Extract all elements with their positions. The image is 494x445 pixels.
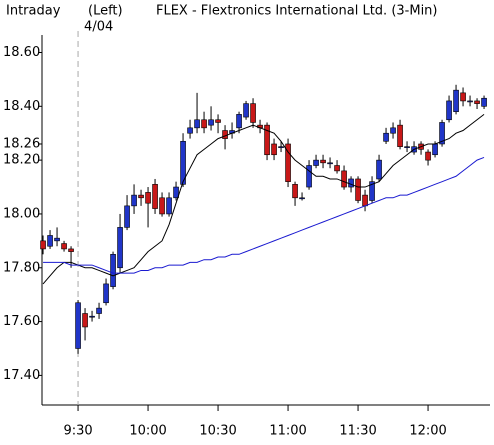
y-tick-label: 17.60 — [3, 314, 40, 329]
candle-body — [250, 103, 256, 123]
candle-body — [320, 159, 326, 164]
x-tick-label: 11:00 — [269, 424, 306, 439]
candle-body — [166, 197, 172, 215]
candle-body — [299, 197, 305, 200]
candle-body — [68, 248, 74, 252]
candle-body — [271, 143, 277, 156]
candle-body — [460, 92, 466, 102]
candle-body — [390, 127, 396, 134]
candle-body — [334, 165, 340, 172]
x-tick-label: 12:00 — [409, 424, 446, 439]
candle-body — [292, 184, 298, 199]
candle-body — [96, 307, 102, 314]
candle-body — [194, 119, 200, 129]
candle-body — [383, 132, 389, 142]
candle-body — [222, 130, 228, 139]
candle-body — [348, 178, 354, 188]
candle-body — [215, 119, 221, 123]
candle-body — [467, 100, 473, 103]
candle-body — [40, 240, 46, 250]
candle-body — [180, 140, 186, 185]
x-tick-label: 9:30 — [63, 424, 92, 439]
candle-body — [453, 89, 459, 112]
x-tick-label: 10:00 — [129, 424, 166, 439]
candle-body — [306, 165, 312, 188]
candle-body — [362, 194, 368, 207]
candle-body — [187, 127, 193, 134]
candle-body — [313, 159, 319, 166]
candle-body — [474, 100, 480, 104]
candle-body — [425, 151, 431, 161]
y-tick-label: 18.26 — [3, 136, 40, 151]
candle-body — [285, 143, 291, 182]
candle-body — [264, 124, 270, 156]
candle-body — [439, 122, 445, 145]
candle-body — [243, 103, 249, 118]
candle-body — [201, 119, 207, 129]
candle-body — [481, 97, 487, 107]
candle-body — [404, 146, 410, 148]
candle-body — [278, 146, 284, 148]
candle-body — [61, 243, 67, 250]
candle-body — [47, 235, 53, 247]
candle-body — [397, 124, 403, 147]
candle-body — [341, 170, 347, 188]
candle-body — [117, 227, 123, 269]
candle-body — [376, 159, 382, 180]
chart-title: FLEX - Flextronics International Ltd. (3… — [156, 4, 438, 19]
candle-body — [145, 192, 151, 204]
y-tick-label: 18.40 — [3, 99, 40, 114]
candle-body — [236, 114, 242, 129]
candle-body — [75, 302, 81, 349]
candle-body — [446, 100, 452, 121]
candle-body — [110, 254, 116, 287]
moving-average — [43, 156, 485, 274]
y-tick-label: 18.00 — [3, 206, 40, 221]
candle-body — [131, 194, 137, 207]
candle-body — [82, 313, 88, 328]
y-tick-label: 18.60 — [3, 45, 40, 60]
candle-body — [138, 194, 144, 199]
annotation: 4/04 — [84, 20, 113, 35]
candle-body — [89, 315, 95, 318]
candle-body — [173, 186, 179, 199]
candle-body — [208, 119, 214, 126]
candle-body — [124, 205, 130, 228]
candle-body — [355, 178, 361, 201]
y-tick-label: 18.20 — [3, 153, 40, 168]
candle-body — [54, 237, 60, 242]
chart-label: Intraday — [6, 4, 61, 19]
candle-body — [152, 184, 158, 209]
candle-body — [369, 181, 375, 201]
y-tick-label: 17.40 — [3, 368, 40, 383]
candle-body — [432, 143, 438, 156]
y-tick-label: 17.80 — [3, 260, 40, 275]
x-tick-label: 11:30 — [339, 424, 376, 439]
axis-side: (Left) — [88, 4, 123, 19]
candle-body — [327, 162, 333, 165]
candle-body — [159, 197, 165, 215]
candle-body — [103, 283, 109, 304]
moving-average — [42, 113, 485, 285]
x-tick-label: 10:30 — [199, 424, 236, 439]
